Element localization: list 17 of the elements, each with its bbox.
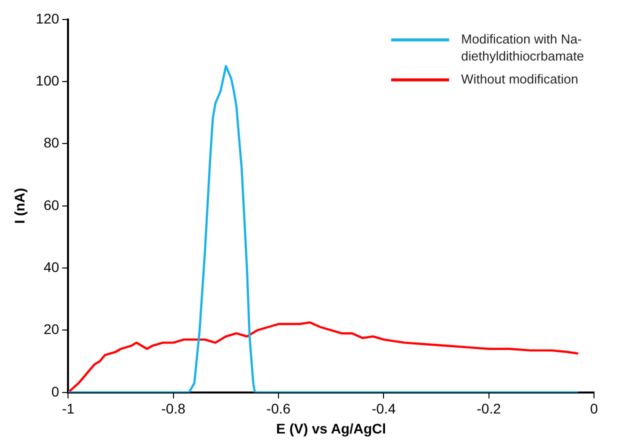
y-tick-label: 40: [44, 258, 60, 275]
x-tick-label: -0.2: [476, 400, 502, 417]
x-tick-label: -0.6: [266, 400, 291, 417]
y-tick-label: 60: [44, 196, 60, 213]
y-tick-label: 20: [44, 321, 60, 338]
x-tick-label: -1: [62, 400, 75, 417]
x-tick-label: 0: [590, 400, 598, 417]
x-axis-title: E (V) vs Ag/AgCl: [276, 420, 386, 436]
y-axis-title: I (nA): [11, 188, 28, 224]
y-tick-label: 120: [36, 10, 60, 26]
y-tick-label: 80: [44, 134, 60, 151]
y-tick-label: 100: [36, 72, 60, 88]
legend-label: Without modification: [461, 71, 578, 86]
y-tick-label: 0: [51, 383, 60, 400]
x-tick-label: -0.8: [161, 400, 186, 417]
legend-label: Modification with Na-diethyldithiocrbamate: [461, 31, 584, 64]
x-tick-label: -0.4: [372, 400, 396, 417]
